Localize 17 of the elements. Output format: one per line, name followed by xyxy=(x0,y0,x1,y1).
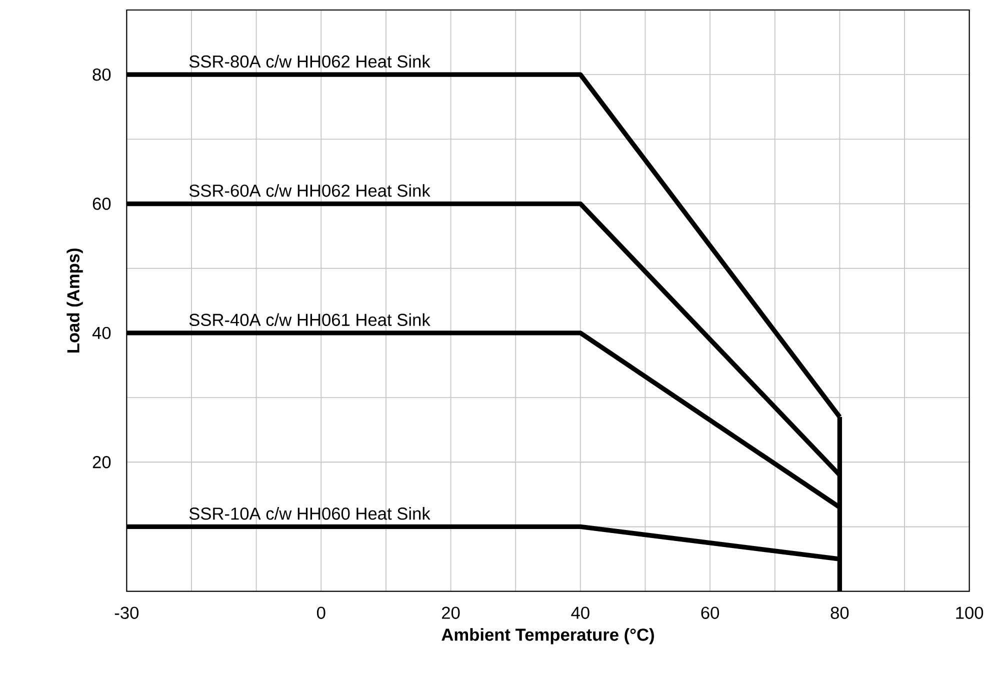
series-label: SSR-60A c/w HH062 Heat Sink xyxy=(189,184,430,197)
y-tick-label: 60 xyxy=(92,198,111,210)
x-tick-label: 100 xyxy=(956,606,984,619)
x-tick-label: 20 xyxy=(442,606,460,619)
x-tick-label: 80 xyxy=(830,606,849,619)
y-axis-title: Load (Amps) xyxy=(66,248,83,352)
x-axis-title: Ambient Temperature (°C) xyxy=(442,628,654,644)
y-tick-label: 80 xyxy=(92,68,111,81)
x-tick-label: 0 xyxy=(316,606,326,619)
x-tick-label: 40 xyxy=(571,606,590,619)
series-label: SSR-80A c/w HH062 Heat Sink xyxy=(189,54,430,68)
y-tick-label: 40 xyxy=(92,326,111,340)
x-tick-label: 60 xyxy=(701,606,720,619)
x-tick-label: -30 xyxy=(114,606,139,619)
y-tick-label: 20 xyxy=(92,456,111,468)
series-label: SSR-40A c/w HH061 Heat Sink xyxy=(189,313,430,326)
series-label: SSR-10A c/w HH060 Heat Sink xyxy=(189,507,430,520)
